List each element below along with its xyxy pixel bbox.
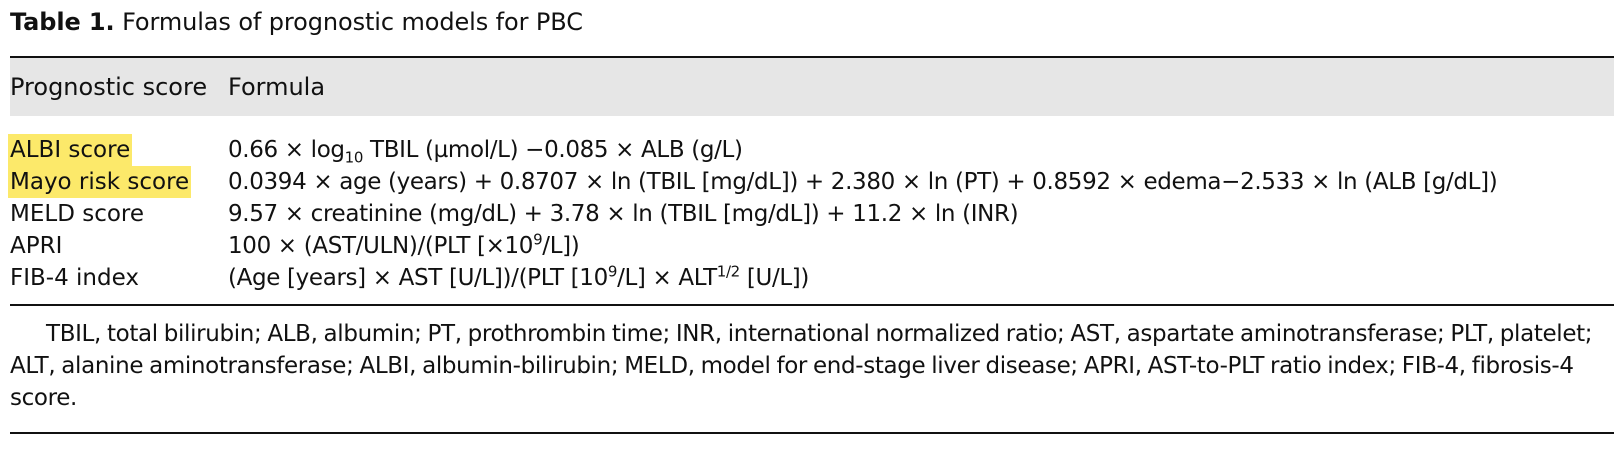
formula-fib4: (Age [years] × AST [U/L])/(PLT [109/L] ×… xyxy=(228,262,809,294)
score-name-albi: ALBI score xyxy=(8,134,133,166)
bottom-rule xyxy=(10,432,1614,434)
table-row-apri: APRI 100 × (AST/ULN)/(PLT [×109/L]) xyxy=(10,230,1614,262)
formula-apri: 100 × (AST/ULN)/(PLT [×109/L]) xyxy=(228,230,580,262)
formula-fib4-part-2: /L] × ALT xyxy=(617,265,717,291)
score-name-mayo: Mayo risk score xyxy=(8,166,192,198)
table-caption: Formulas of prognostic models for PBC xyxy=(122,8,583,36)
table-body: ALBI score 0.66 × log10 TBIL (µmol/L) −0… xyxy=(8,134,1614,294)
formula-meld: 9.57 × creatinine (mg/dL) + 3.78 × ln (T… xyxy=(228,201,1019,227)
score-name-fib4: FIB-4 index xyxy=(10,265,139,291)
table-header: Prognostic score Formula xyxy=(10,58,1614,116)
formula-albi-log-base: 10 xyxy=(344,148,364,167)
formula-fib4-part-3: [U/L]) xyxy=(739,265,810,291)
table-row-meld: MELD score 9.57 × creatinine (mg/dL) + 3… xyxy=(10,198,1614,230)
formula-albi: 0.66 × log10 TBIL (µmol/L) −0.085 × ALB … xyxy=(228,134,743,166)
table-row-albi: ALBI score 0.66 × log10 TBIL (µmol/L) −0… xyxy=(8,134,1614,166)
table-label: Table 1. xyxy=(10,8,115,36)
formula-fib4-exponent-2: 1/2 xyxy=(716,262,740,281)
body-bottom-rule xyxy=(10,304,1614,306)
formula-fib4-part-1: (Age [years] × AST [U/L])/(PLT [10 xyxy=(228,265,608,291)
formula-fib4-exponent-1: 9 xyxy=(607,262,618,281)
header-formula: Formula xyxy=(228,73,326,101)
score-name-meld: MELD score xyxy=(10,201,145,227)
header-prognostic-score: Prognostic score xyxy=(10,73,208,101)
table-row-fib4: FIB-4 index (Age [years] × AST [U/L])/(P… xyxy=(10,262,1614,294)
table-title: Table 1. Formulas of prognostic models f… xyxy=(10,2,583,42)
table-footnote: TBIL, total bilirubin; ALB, albumin; PT,… xyxy=(10,321,1593,411)
formula-apri-exponent: 9 xyxy=(533,230,543,249)
formula-apri-part-1: 100 × (AST/ULN)/(PLT [×10 xyxy=(228,233,534,259)
top-rule xyxy=(10,56,1614,58)
formula-albi-part-1: 0.66 × log xyxy=(228,137,345,163)
formula-albi-part-2: TBIL (µmol/L) −0.085 × ALB (g/L) xyxy=(363,137,743,163)
formula-apri-part-2: /L]) xyxy=(542,233,580,259)
formula-mayo: 0.0394 × age (years) + 0.8707 × ln (TBIL… xyxy=(228,169,1498,195)
table-row-mayo: Mayo risk score 0.0394 × age (years) + 0… xyxy=(8,166,1614,198)
score-name-apri: APRI xyxy=(10,233,63,259)
